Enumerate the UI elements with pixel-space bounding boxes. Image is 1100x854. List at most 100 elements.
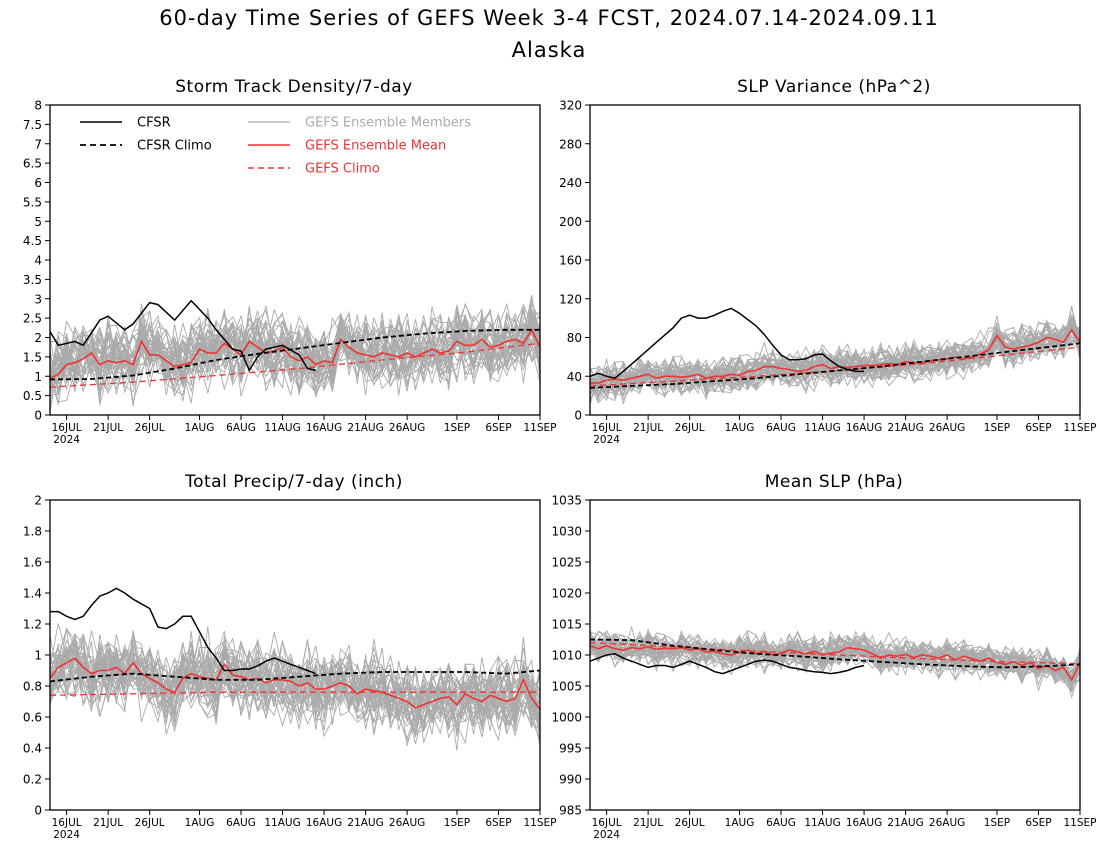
- ensemble-member-line: [50, 635, 540, 729]
- cfsr-line: [50, 587, 317, 675]
- x-tick-label: 16AUG: [846, 422, 882, 434]
- ensemble-member-line: [590, 318, 1080, 390]
- x-tick-label: 21JUL: [93, 422, 123, 434]
- plot-area: [50, 294, 540, 412]
- x-year-label: 2024: [53, 829, 80, 841]
- ensemble-member-line: [50, 312, 540, 387]
- x-tick-label: 11SEP: [1064, 817, 1097, 829]
- x-tick-label: 16JUL: [52, 422, 82, 434]
- y-tick-label: 0.4: [23, 742, 42, 756]
- gefs-ensemble-mean-line: [50, 657, 540, 710]
- cfsr-climo-line: [590, 342, 1080, 389]
- y-tick-label: 40: [567, 370, 582, 384]
- ensemble-member-line: [50, 316, 540, 394]
- x-tick-label: 21AUG: [347, 422, 383, 434]
- x-tick-label: 11AUG: [804, 422, 840, 434]
- cfsr-climo-line: [50, 669, 540, 683]
- y-tick-label: 1.6: [23, 556, 42, 570]
- y-tick-label: 1.2: [23, 618, 42, 632]
- y-tick-label: 6: [34, 176, 42, 190]
- ensemble-member-line: [50, 638, 540, 724]
- legend: CFSR CFSR Climo GEFS Ensemble Members GEFS …: [80, 116, 471, 177]
- x-tick-label: 1AUG: [725, 817, 755, 829]
- x-tick-label: 16JUL: [592, 422, 622, 434]
- y-tick-label: 200: [559, 215, 582, 229]
- x-tick-label: 21AUG: [347, 817, 383, 829]
- y-tick-label: 1005: [551, 680, 582, 694]
- y-tick-label: 5: [34, 215, 42, 229]
- y-tick-label: 0: [34, 804, 42, 818]
- cfsr-line: [590, 653, 865, 675]
- y-tick-label: 0: [574, 409, 582, 423]
- y-tick-label: 120: [559, 292, 582, 306]
- x-tick-label: 26JUL: [135, 422, 165, 434]
- y-tick-label: 1020: [551, 587, 582, 601]
- y-tick-label: 320: [559, 99, 582, 113]
- gefs-climo-line: [590, 346, 1080, 387]
- x-tick-label: 6AUG: [766, 422, 796, 434]
- x-tick-label: 11SEP: [524, 817, 557, 829]
- x-tick-label: 16AUG: [306, 422, 342, 434]
- x-tick-label: 21JUL: [93, 817, 123, 829]
- y-tick-label: 990: [559, 773, 582, 787]
- y-tick-label: 1: [34, 649, 42, 663]
- y-tick-label: 0.5: [23, 389, 42, 403]
- x-tick-label: 11AUG: [804, 817, 840, 829]
- chart-panel-1: Storm Track Density/7-day 0 0.5 1 1.5 2 2.5 3 3.…: [23, 77, 557, 446]
- x-tick-label: 26AUG: [929, 422, 965, 434]
- y-tick-label: 1025: [551, 556, 582, 570]
- x-tick-label: 6SEP: [485, 422, 511, 434]
- y-tick-label: 1.5: [23, 350, 42, 364]
- y-tick-label: 3.5: [23, 273, 42, 287]
- x-tick-label: 26JUL: [675, 817, 705, 829]
- plot-area: [590, 625, 1080, 700]
- y-tick-label: 1030: [551, 525, 582, 539]
- y-tick-label: 7.5: [23, 118, 42, 132]
- x-tick-label: 16JUL: [592, 817, 622, 829]
- y-tick-label: 280: [559, 137, 582, 151]
- chart-panel-4: Mean SLP (hPa) 985 990 995 1000 1005 1010 1015 1…: [551, 472, 1096, 841]
- legend-cfsr-climo-label: CFSR Climo: [137, 139, 212, 154]
- ensemble-member-line: [590, 324, 1080, 395]
- y-tick-label: 160: [559, 254, 582, 268]
- ensemble-member-line: [50, 636, 540, 737]
- y-tick-label: 985: [559, 804, 582, 818]
- x-tick-label: 26AUG: [929, 817, 965, 829]
- x-tick-label: 6SEP: [1025, 817, 1051, 829]
- x-tick-label: 6SEP: [485, 817, 511, 829]
- y-tick-label: 80: [567, 331, 582, 345]
- x-tick-label: 1SEP: [984, 422, 1010, 434]
- x-tick-label: 26AUG: [389, 817, 425, 829]
- x-tick-label: 11AUG: [264, 422, 300, 434]
- x-tick-label: 26AUG: [389, 422, 425, 434]
- x-tick-label: 11AUG: [264, 817, 300, 829]
- x-tick-label: 16JUL: [52, 817, 82, 829]
- y-tick-label: 995: [559, 742, 582, 756]
- x-year-label: 2024: [593, 829, 620, 841]
- ensemble-member-line: [590, 631, 1080, 686]
- gefs-climo-line: [50, 342, 540, 388]
- gefs-ensemble-mean-line: [590, 328, 1080, 384]
- x-tick-label: 21AUG: [887, 817, 923, 829]
- panel-title: SLP Variance (hPa^2): [737, 77, 931, 97]
- ensemble-member-line: [50, 638, 540, 731]
- gefs-ensemble-mean-line: [50, 328, 540, 379]
- x-tick-label: 6AUG: [226, 817, 256, 829]
- ensemble-member-line: [50, 310, 540, 405]
- x-tick-label: 21AUG: [887, 422, 923, 434]
- x-tick-label: 11SEP: [1064, 422, 1097, 434]
- legend-cfsr-label: CFSR: [137, 116, 171, 131]
- y-tick-label: 5.5: [23, 195, 42, 209]
- x-tick-label: 11SEP: [524, 422, 557, 434]
- figure-subtitle: Alaska: [512, 38, 587, 62]
- panel-title: Mean SLP (hPa): [765, 472, 904, 492]
- legend-gefs-climo-label: GEFS Climo: [305, 162, 380, 177]
- x-tick-label: 16AUG: [846, 817, 882, 829]
- y-tick-label: 7: [34, 137, 42, 151]
- legend-gefs-members-label: GEFS Ensemble Members: [305, 116, 471, 131]
- x-year-label: 2024: [53, 434, 80, 446]
- y-tick-label: 1035: [551, 494, 582, 508]
- ensemble-member-line: [590, 631, 1080, 681]
